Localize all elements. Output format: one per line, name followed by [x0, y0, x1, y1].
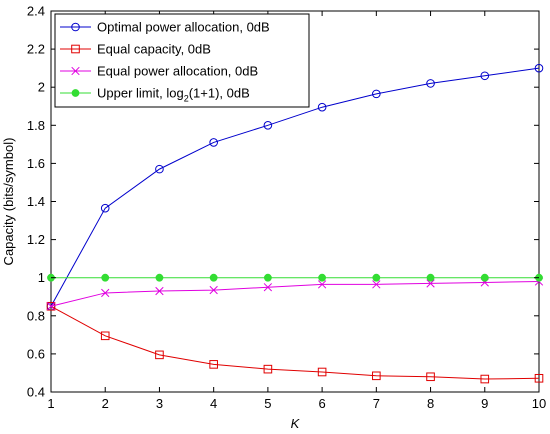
series-1-point — [263, 121, 273, 130]
y-tick-label: 1.6 — [27, 156, 45, 171]
series-3-point — [426, 279, 435, 288]
legend-label: Equal capacity, 0dB — [97, 42, 211, 57]
series-2-point — [100, 331, 110, 341]
series-2-point — [480, 374, 490, 384]
x-tick-label: 10 — [532, 396, 546, 411]
y-axis-label: Capacity (bits/symbol) — [1, 138, 16, 266]
series-4-point — [318, 273, 327, 282]
legend-marker — [71, 22, 80, 32]
legend-marker — [71, 44, 80, 54]
legend-label-subscript: 2 — [184, 94, 189, 104]
series-3-point — [101, 288, 110, 298]
legend-label: Optimal power allocation, 0dB — [97, 20, 270, 35]
series-4-point — [480, 273, 489, 282]
series-3-point — [46, 302, 56, 311]
series-2-point — [46, 301, 56, 311]
series-2-point — [426, 372, 435, 382]
x-tick-label: 8 — [427, 396, 434, 411]
series-3-point — [209, 285, 218, 295]
legend-entry: Upper limit, log2(1+1), 0dB — [60, 86, 250, 104]
x-tick-label: 1 — [47, 396, 54, 411]
y-tick-label: 1.2 — [27, 232, 45, 247]
series-3-line — [50, 281, 540, 307]
series-1-point — [480, 71, 490, 81]
series-1-line — [50, 67, 540, 307]
series-4-point — [263, 273, 272, 282]
legend-label: Equal power allocation, 0dB — [97, 64, 258, 79]
series-2-point — [317, 367, 327, 377]
x-tick-label: 6 — [318, 396, 325, 411]
legend-label-part: Upper limit, log — [97, 86, 184, 101]
y-tick-label: 1 — [38, 270, 45, 285]
y-tick-label: 0.6 — [27, 346, 45, 361]
legend-marker — [71, 66, 80, 76]
legend-entry: Optimal power allocation, 0dB — [60, 20, 270, 35]
series-2-point — [263, 364, 273, 374]
series-1-point — [534, 63, 544, 73]
x-tick-label: 2 — [102, 396, 109, 411]
series-3-point — [263, 283, 273, 292]
y-tick-label: 1.4 — [27, 194, 45, 209]
y-tick-label: 2.2 — [27, 42, 45, 57]
series-4-point — [155, 273, 164, 282]
y-tick-label: 0.4 — [27, 385, 45, 400]
series-2-point — [209, 360, 218, 369]
ticks-layer: 1 2 3 4 5 6 7 8 9 10 0.4 0.6 0.8 1 1.2 1.4 1.6 1.8 2 2.2 2.4 — [27, 4, 546, 412]
x-tick-label: 3 — [156, 396, 163, 411]
legend-marker — [71, 89, 80, 97]
legend-label-part: (1+1), 0dB — [189, 86, 250, 101]
series-2-line — [50, 305, 540, 380]
x-tick-label: 4 — [210, 396, 217, 411]
series-1-point — [209, 138, 218, 147]
series-3-point — [155, 286, 164, 296]
y-tick-label: 1.8 — [27, 118, 45, 133]
series-1-point — [155, 164, 164, 174]
series-1-point — [317, 102, 327, 112]
series-2-point — [534, 373, 544, 383]
series-2-point — [372, 371, 381, 381]
series-2-point — [155, 350, 164, 360]
legend-box — [54, 13, 310, 108]
series-3 — [46, 277, 544, 311]
series-1-point — [372, 89, 381, 99]
series-2 — [46, 301, 544, 384]
series-4-point — [209, 273, 218, 282]
x-tick-label: 7 — [373, 396, 380, 411]
series-3-point — [317, 280, 327, 289]
legend: Optimal power allocation, 0dB Equal capac… — [54, 13, 310, 108]
x-tick-label: 5 — [264, 396, 271, 411]
y-tick-label: 2 — [38, 80, 45, 95]
x-tick-label: 9 — [481, 396, 488, 411]
series-layer — [46, 63, 544, 384]
series-4-point — [372, 273, 381, 282]
series-1-point — [426, 79, 435, 88]
legend-entry: Equal capacity, 0dB — [60, 42, 211, 57]
series-4-point — [101, 273, 110, 282]
series-1-point — [100, 203, 110, 213]
y-tick-label: 2.4 — [27, 4, 45, 19]
legend-label: Upper limit, log2(1+1), 0dB — [97, 86, 250, 104]
series-4-point — [426, 273, 435, 282]
series-3-point — [372, 280, 381, 289]
y-tick-label: 0.8 — [27, 308, 45, 323]
series-1 — [46, 63, 544, 311]
series-4 — [47, 273, 543, 282]
x-axis-label: K — [291, 416, 301, 431]
legend-entry: Equal power allocation, 0dB — [60, 64, 258, 79]
